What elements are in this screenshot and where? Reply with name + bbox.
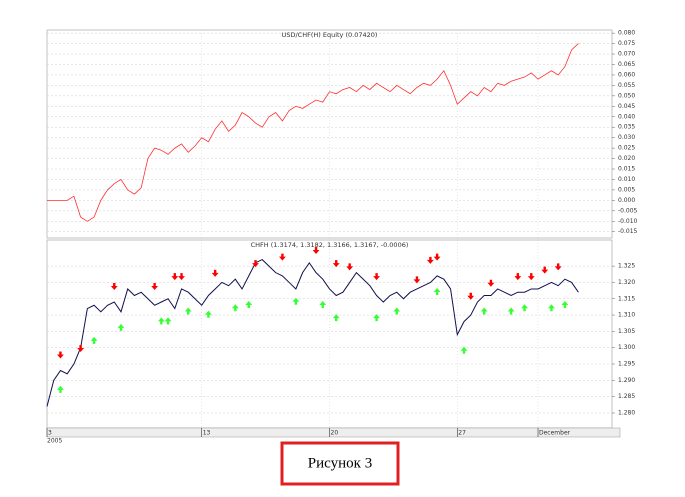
arrow-down xyxy=(171,273,179,281)
arrow-down xyxy=(514,273,522,281)
arrow-up xyxy=(332,314,340,322)
year-label: 2005 xyxy=(47,438,62,445)
y-tick-label: 0.075 xyxy=(618,40,635,47)
y-tick-label: 0.025 xyxy=(618,145,635,152)
arrow-up xyxy=(507,307,515,315)
x-tick-label: 3 xyxy=(48,430,52,437)
arrow-down xyxy=(426,256,434,264)
y-tick-label: 0.040 xyxy=(618,113,635,120)
y-tick-label: 0.010 xyxy=(618,176,635,183)
arrow-down xyxy=(373,273,380,281)
arrow-up xyxy=(245,301,253,309)
arrow-down xyxy=(178,273,185,281)
y-tick-label: -0.010 xyxy=(618,218,638,225)
y-tick-label: 0.035 xyxy=(618,124,635,131)
arrow-down xyxy=(151,282,159,290)
x-tick-label: December xyxy=(539,430,571,437)
arrow-up xyxy=(184,307,192,315)
arrow-up xyxy=(460,346,468,354)
arrow-down xyxy=(413,276,421,284)
y-tick-label: -0.005 xyxy=(618,207,638,214)
y-tick-label: 1.315 xyxy=(618,295,635,302)
y-tick-label: 1.310 xyxy=(618,312,635,319)
arrow-down xyxy=(211,269,219,277)
caption: Рисунок 3 xyxy=(308,455,372,471)
y-tick-label: 1.295 xyxy=(618,361,635,368)
arrow-up xyxy=(231,304,239,312)
y-tick-label: 1.325 xyxy=(618,263,635,270)
arrow-up xyxy=(548,304,555,312)
y-tick-label: 0.045 xyxy=(618,103,635,110)
y-tick-label: 1.290 xyxy=(618,377,635,384)
caption-box xyxy=(280,441,400,486)
arrow-up xyxy=(433,287,441,295)
y-tick-label: 0.020 xyxy=(618,155,635,162)
arrow-down xyxy=(110,282,118,290)
y-tick-label: 0.060 xyxy=(618,71,635,78)
y-tick-label: 0.065 xyxy=(618,61,635,68)
y-tick-label: 1.300 xyxy=(618,344,635,351)
x-tick-label: 20 xyxy=(331,430,339,437)
arrow-down xyxy=(57,351,64,359)
y-tick-label: 0.070 xyxy=(618,51,635,58)
y-tick-label: 1.320 xyxy=(618,279,635,286)
y-tick-label: 0.015 xyxy=(618,166,635,173)
arrow-down xyxy=(467,292,475,300)
arrow-up xyxy=(117,323,125,331)
y-tick-label: 1.305 xyxy=(618,328,635,335)
x-tick-label: 27 xyxy=(458,430,466,437)
series-line xyxy=(46,258,579,407)
series-line xyxy=(47,43,579,222)
y-tick-label: 1.285 xyxy=(618,393,635,400)
plot-area xyxy=(46,29,613,239)
y-tick-label: 0.080 xyxy=(618,30,635,37)
x-tick-label: 13 xyxy=(203,430,211,437)
arrow-up xyxy=(90,336,98,344)
arrow-up xyxy=(205,310,212,318)
arrow-down xyxy=(527,273,535,281)
arrow-up xyxy=(57,385,64,393)
arrow-down xyxy=(312,247,320,255)
arrow-down xyxy=(332,260,340,268)
arrow-up xyxy=(561,301,569,309)
y-tick-label: 0.005 xyxy=(618,186,635,193)
arrow-up xyxy=(157,317,165,325)
arrow-up xyxy=(292,297,300,305)
arrow-down xyxy=(252,260,259,268)
arrow-up xyxy=(393,307,401,315)
y-tick-label: 0.000 xyxy=(618,197,635,204)
arrow-down xyxy=(279,253,286,261)
arrow-up xyxy=(373,314,380,322)
arrow-up xyxy=(319,301,327,309)
arrow-down xyxy=(77,344,85,352)
arrow-down xyxy=(554,263,562,271)
arrow-down xyxy=(433,253,441,261)
y-tick-label: 0.050 xyxy=(618,92,635,99)
y-tick-label: 0.030 xyxy=(618,134,635,141)
arrow-down xyxy=(541,266,549,274)
panel-title: CHFH (1.3174, 1.3182, 1.3166, 1.3167, -0… xyxy=(251,241,409,249)
y-tick-label: 1.280 xyxy=(618,409,635,416)
panel-title: USD/CHF(H) Equity (0.07420) xyxy=(282,31,378,39)
arrow-down xyxy=(487,279,495,287)
arrow-up xyxy=(480,307,488,315)
y-tick-label: 0.055 xyxy=(618,82,635,89)
arrow-up xyxy=(521,304,528,312)
arrow-down xyxy=(346,263,354,271)
arrow-up xyxy=(164,317,172,325)
y-tick-label: -0.015 xyxy=(618,228,638,235)
